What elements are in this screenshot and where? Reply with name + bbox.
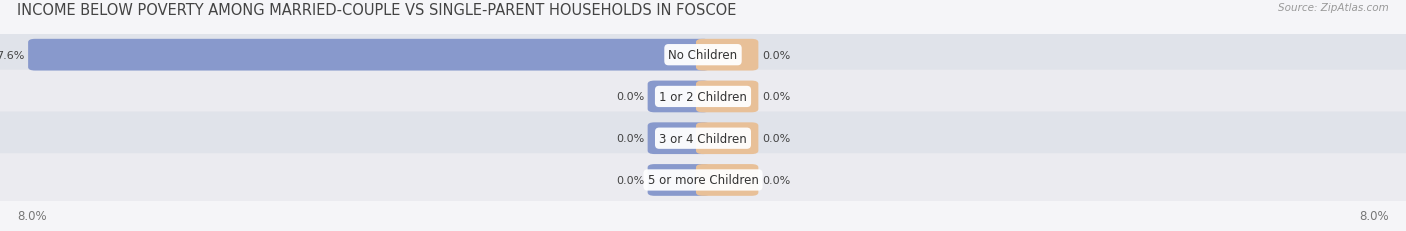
FancyBboxPatch shape: [28, 40, 710, 71]
Text: 0.0%: 0.0%: [616, 175, 644, 185]
FancyBboxPatch shape: [0, 112, 1406, 165]
Text: Source: ZipAtlas.com: Source: ZipAtlas.com: [1278, 3, 1389, 13]
Text: INCOME BELOW POVERTY AMONG MARRIED-COUPLE VS SINGLE-PARENT HOUSEHOLDS IN FOSCOE: INCOME BELOW POVERTY AMONG MARRIED-COUPL…: [17, 3, 737, 18]
Text: 7.6%: 7.6%: [0, 50, 25, 61]
Text: 1 or 2 Children: 1 or 2 Children: [659, 91, 747, 103]
FancyBboxPatch shape: [0, 70, 1406, 124]
FancyBboxPatch shape: [0, 154, 1406, 207]
Text: 0.0%: 0.0%: [762, 50, 790, 61]
FancyBboxPatch shape: [696, 40, 758, 71]
FancyBboxPatch shape: [648, 81, 710, 113]
FancyBboxPatch shape: [648, 123, 710, 154]
Text: 3 or 4 Children: 3 or 4 Children: [659, 132, 747, 145]
FancyBboxPatch shape: [0, 29, 1406, 82]
FancyBboxPatch shape: [696, 123, 758, 154]
FancyBboxPatch shape: [696, 81, 758, 113]
Text: 0.0%: 0.0%: [762, 92, 790, 102]
Text: 0.0%: 0.0%: [616, 92, 644, 102]
FancyBboxPatch shape: [648, 164, 710, 196]
Text: 0.0%: 0.0%: [762, 134, 790, 144]
Text: 5 or more Children: 5 or more Children: [648, 174, 758, 187]
Text: 0.0%: 0.0%: [616, 134, 644, 144]
FancyBboxPatch shape: [696, 164, 758, 196]
Text: 8.0%: 8.0%: [1360, 209, 1389, 222]
Text: 8.0%: 8.0%: [17, 209, 46, 222]
Text: 0.0%: 0.0%: [762, 175, 790, 185]
Text: No Children: No Children: [668, 49, 738, 62]
